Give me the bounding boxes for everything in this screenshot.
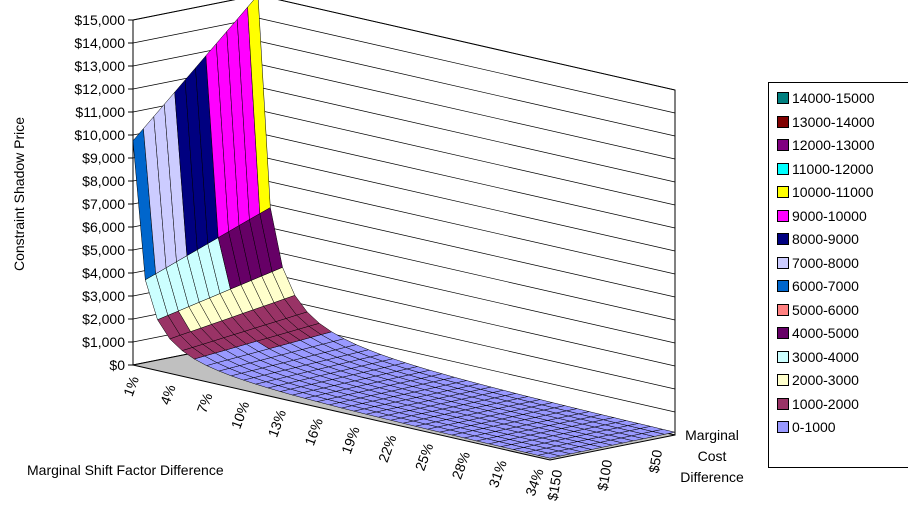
legend-label: 2000-3000 (792, 372, 859, 388)
y-axis-title: Constraint Shadow Price (11, 117, 27, 271)
x-tick-label: 10% (228, 399, 253, 431)
legend-item: 2000-3000 (777, 371, 859, 389)
y-tick-label: $3,000 (82, 288, 125, 304)
legend-label: 12000-13000 (792, 137, 875, 153)
legend-swatch (777, 139, 789, 151)
y-tick-label: $10,000 (74, 127, 125, 143)
legend-item: 9000-10000 (777, 207, 867, 225)
legend-swatch (777, 162, 789, 175)
legend-item: 5000-6000 (777, 301, 859, 319)
legend-swatch (777, 92, 789, 104)
x-tick-label: 34% (522, 466, 547, 498)
x-tick-label: 16% (301, 416, 326, 448)
y-tick-label: $14,000 (74, 35, 125, 51)
z-axis-title-line: Cost (698, 448, 727, 464)
legend-item: 10000-11000 (777, 183, 873, 201)
legend-item: 1000-2000 (777, 395, 859, 413)
x-tick-label: 4% (157, 382, 179, 406)
y-tick-label: $4,000 (82, 265, 125, 281)
legend-item: 7000-8000 (777, 254, 859, 272)
legend-item: 8000-9000 (777, 230, 859, 248)
legend-swatch (777, 115, 789, 128)
y-tick-label: $13,000 (74, 58, 125, 74)
legend-item: 4000-5000 (777, 324, 859, 342)
legend-label: 10000-11000 (792, 184, 874, 200)
legend-label: 13000-14000 (792, 113, 875, 130)
y-tick-label: $6,000 (82, 219, 125, 235)
legend-item: 3000-4000 (777, 348, 859, 366)
legend-swatch (777, 256, 789, 269)
z-axis-title: Marginal Cost Difference (680, 427, 744, 485)
legend-swatch (777, 209, 789, 222)
x-tick-label: 31% (485, 458, 510, 490)
z-axis-title-line: Difference (680, 469, 744, 485)
legend-item: 11000-12000 (777, 160, 873, 178)
z-tick-label: $50 (645, 448, 665, 474)
legend-swatch (777, 327, 789, 339)
x-tick-label: 25% (412, 441, 437, 473)
y-tick-label: $1,000 (82, 334, 125, 350)
x-tick-label: 13% (265, 407, 290, 439)
surface-mesh (132, 0, 676, 459)
z-tick-label: $100 (594, 458, 615, 492)
legend-swatch (777, 350, 789, 363)
legend-label: 6000-7000 (792, 278, 859, 294)
legend-label: 3000-4000 (792, 348, 859, 365)
legend-label: 14000-15000 (792, 90, 875, 106)
y-tick-label: $11,000 (75, 104, 125, 120)
legend-swatch (777, 374, 789, 386)
gridline (132, 0, 676, 91)
legend-item: 0-1000 (777, 418, 836, 436)
legend-item: 12000-13000 (777, 136, 875, 154)
x-tick-label: 22% (375, 433, 400, 465)
y-tick-label: $9,000 (82, 150, 125, 166)
y-tick-label: $15,000 (74, 12, 125, 28)
legend-label: 5000-6000 (792, 301, 859, 318)
x-axis-title: Marginal Shift Factor Difference (27, 462, 224, 478)
legend: 14000-15000 13000-14000 12000-13000 11000-1… (768, 82, 908, 468)
z-tick-label: $150 (544, 468, 565, 502)
z-axis-title-line: Marginal (685, 427, 739, 443)
legend-item: 14000-15000 (777, 89, 875, 107)
x-tick-label: 19% (338, 424, 363, 456)
legend-swatch (777, 397, 789, 410)
legend-item: 6000-7000 (777, 277, 859, 295)
x-tick-label: 7% (194, 391, 216, 415)
legend-label: 1000-2000 (792, 395, 859, 412)
legend-swatch (777, 186, 789, 198)
y-axis-ticks: $0 $1,000 $2,000 $3,000 $4,000 $5,000 $6,000 $7… (74, 12, 133, 373)
surface-cell (247, 0, 271, 214)
legend-swatch (777, 421, 789, 433)
y-tick-label: $7,000 (82, 196, 125, 212)
legend-item: 13000-14000 (777, 113, 875, 131)
y-tick-label: $0 (109, 357, 125, 373)
y-tick-label: $5,000 (82, 242, 125, 258)
legend-label: 4000-5000 (792, 325, 859, 341)
z-axis-ticks: $150 $100 $50 (544, 448, 665, 502)
legend-swatch (777, 280, 789, 292)
y-tick-label: $12,000 (74, 81, 125, 97)
y-tick-label: $8,000 (82, 173, 125, 189)
legend-swatch (777, 303, 789, 316)
x-tick-label: 28% (448, 449, 473, 481)
x-tick-label: 1% (120, 374, 142, 398)
legend-label: 8000-9000 (792, 231, 859, 247)
legend-label: 11000-12000 (792, 160, 874, 177)
legend-label: 9000-10000 (792, 207, 867, 224)
y-tick-label: $2,000 (82, 311, 125, 327)
legend-label: 7000-8000 (792, 254, 859, 271)
legend-swatch (777, 233, 789, 245)
legend-label: 0-1000 (792, 419, 836, 435)
